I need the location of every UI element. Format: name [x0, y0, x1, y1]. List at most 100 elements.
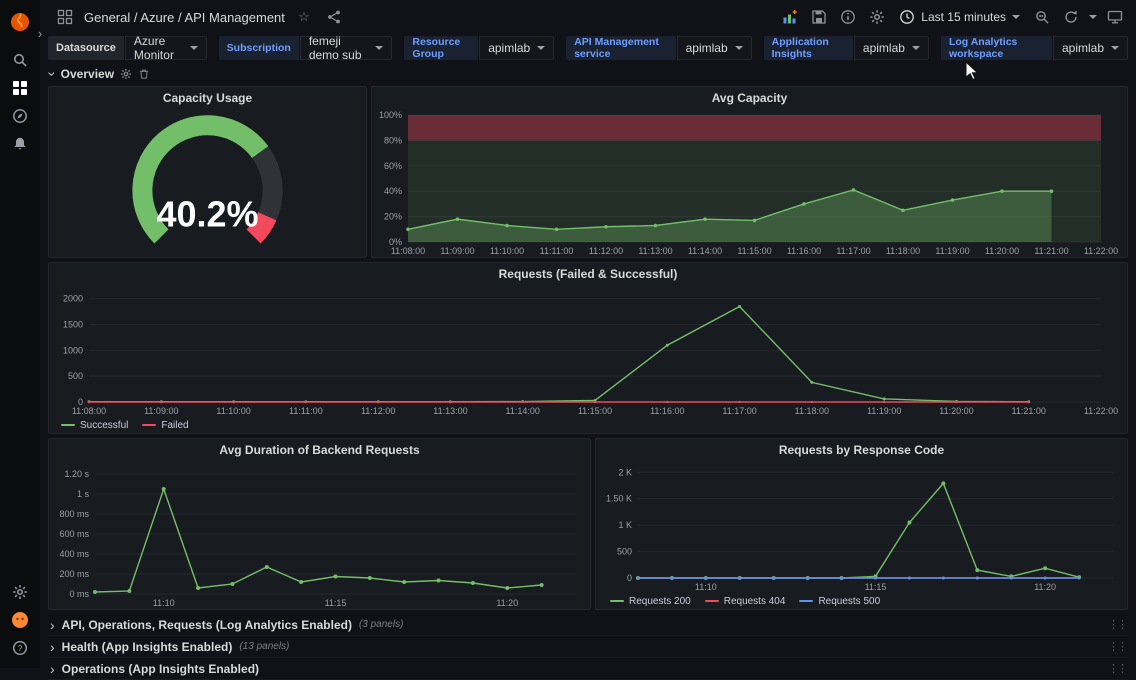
- chart-legend: Requests 200 Requests 404 Requests 500: [596, 593, 1127, 609]
- avg-duration-chart: 0 ms 200 ms 400 ms 600 ms 800 ms 1 s 1.20 s 11:…: [49, 461, 590, 609]
- settings-gear-icon[interactable]: [6, 578, 34, 606]
- breadcrumb[interactable]: General / Azure / API Management: [84, 9, 285, 25]
- svg-text:11:11:00: 11:11:00: [540, 246, 574, 256]
- legend-label: Requests 200: [629, 595, 691, 607]
- variable-select-datasource[interactable]: Azure Monitor: [124, 34, 207, 62]
- svg-text:2000: 2000: [63, 294, 83, 304]
- share-icon[interactable]: [323, 6, 345, 28]
- legend-label: Requests 500: [818, 595, 881, 607]
- explore-compass-icon[interactable]: [6, 102, 34, 130]
- svg-text:11:15:00: 11:15:00: [578, 406, 612, 416]
- sidebar-expand-chevron-icon[interactable]: ›: [37, 26, 43, 41]
- legend-item[interactable]: Successful: [61, 420, 128, 431]
- svg-text:1 K: 1 K: [618, 520, 632, 530]
- svg-text:11:22:00: 11:22:00: [1084, 246, 1118, 256]
- chevron-down-icon: [734, 46, 743, 50]
- svg-text:11:21:00: 11:21:00: [1012, 406, 1046, 416]
- profile-avatar[interactable]: [6, 606, 34, 634]
- time-range-label: Last 15 minutes: [921, 10, 1006, 24]
- svg-text:11:12:00: 11:12:00: [361, 406, 395, 416]
- svg-text:0 ms: 0 ms: [69, 589, 89, 599]
- svg-text:11:20:00: 11:20:00: [985, 246, 1019, 256]
- panel-title[interactable]: Avg Duration of Backend Requests: [219, 443, 420, 457]
- svg-text:11:17:00: 11:17:00: [722, 406, 756, 416]
- svg-text:60%: 60%: [384, 161, 402, 171]
- clock-icon: [900, 10, 915, 24]
- chevron-down-icon: [911, 46, 920, 50]
- dashboard-apps-icon: [54, 6, 76, 28]
- row-delete-trash-icon[interactable]: [138, 68, 150, 80]
- row-overview-header[interactable]: › Overview: [40, 62, 1136, 86]
- svg-text:11:16:00: 11:16:00: [787, 246, 821, 256]
- dashboards-icon[interactable]: [6, 74, 34, 102]
- grafana-logo-icon[interactable]: [6, 8, 34, 36]
- chevron-down-icon: [537, 46, 546, 50]
- panel-title[interactable]: Avg Capacity: [711, 91, 788, 105]
- help-icon[interactable]: ?: [6, 634, 34, 662]
- svg-text:11:08:00: 11:08:00: [72, 406, 106, 416]
- time-range-picker[interactable]: Last 15 minutes: [895, 9, 1024, 25]
- svg-text:1.20 s: 1.20 s: [64, 469, 89, 479]
- zoom-out-icon[interactable]: [1031, 6, 1053, 28]
- svg-text:?: ?: [18, 643, 23, 653]
- variable-select-log-analytics[interactable]: apimlab: [1052, 36, 1128, 60]
- panel-avg-capacity: Avg Capacity 0% 20% 40% 60% 80% 100% 11:08:00 1…: [371, 86, 1128, 258]
- svg-text:11:22:00: 11:22:00: [1084, 406, 1118, 416]
- svg-text:11:20: 11:20: [1034, 582, 1056, 592]
- legend-item[interactable]: Requests 404: [704, 596, 785, 607]
- panel-title[interactable]: Capacity Usage: [162, 91, 253, 105]
- variable-apim-service: API Management service apimlab: [566, 36, 752, 60]
- svg-text:40%: 40%: [384, 186, 402, 196]
- refresh-interval-caret-icon[interactable]: [1089, 15, 1097, 19]
- legend-item[interactable]: Failed: [142, 420, 189, 431]
- row-api-operations-requests[interactable]: › API, Operations, Requests (Log Analyti…: [48, 614, 1128, 636]
- svg-text:11:20: 11:20: [496, 598, 518, 608]
- svg-text:11:10:00: 11:10:00: [490, 246, 524, 256]
- variable-select-app-insights[interactable]: apimlab: [853, 36, 929, 60]
- variable-label: API Management service: [566, 36, 676, 60]
- variable-select-apim-service[interactable]: apimlab: [676, 36, 752, 60]
- drag-handle-icon[interactable]: ⋮⋮: [1108, 619, 1128, 631]
- svg-text:11:09:00: 11:09:00: [440, 246, 474, 256]
- panel-response-codes: Requests by Response Code 0 500 1 K 1.50 K 2…: [595, 438, 1128, 610]
- add-panel-icon[interactable]: [779, 6, 801, 28]
- drag-handle-icon[interactable]: ⋮⋮: [1108, 641, 1128, 653]
- refresh-icon[interactable]: [1060, 6, 1082, 28]
- row-operations[interactable]: › Operations (App Insights Enabled) ⋮⋮: [48, 658, 1128, 680]
- svg-text:0%: 0%: [389, 237, 402, 247]
- legend-swatch-icon: [142, 423, 157, 427]
- row-health[interactable]: › Health (App Insights Enabled) (13 pane…: [48, 636, 1128, 658]
- dashboard-insights-icon[interactable]: [837, 6, 859, 28]
- save-dashboard-icon[interactable]: [808, 6, 830, 28]
- legend-item[interactable]: Requests 200: [610, 596, 691, 607]
- svg-text:11:18:00: 11:18:00: [795, 406, 829, 416]
- star-icon[interactable]: ☆: [298, 9, 310, 24]
- variable-log-analytics: Log Analytics workspace apimlab: [940, 36, 1128, 60]
- drag-handle-icon[interactable]: ⋮⋮: [1108, 663, 1128, 675]
- search-icon[interactable]: [6, 46, 34, 74]
- response-codes-chart: 0 500 1 K 1.50 K 2 K 11:10 11:15 11:20: [596, 461, 1127, 593]
- dashboard-settings-gear-icon[interactable]: [866, 6, 888, 28]
- svg-text:11:15:00: 11:15:00: [737, 246, 771, 256]
- svg-text:11:10: 11:10: [153, 598, 175, 608]
- legend-item[interactable]: Requests 500: [799, 596, 880, 607]
- panel-title[interactable]: Requests (Failed & Successful): [498, 267, 678, 281]
- row-settings-gear-icon[interactable]: [120, 68, 132, 80]
- svg-text:0: 0: [627, 573, 632, 583]
- variable-resource-group: Resource Group apimlab: [404, 36, 555, 60]
- variable-label: Application Insights: [763, 36, 853, 60]
- panel-avg-duration: Avg Duration of Backend Requests 0 ms 200…: [48, 438, 591, 610]
- svg-text:80%: 80%: [384, 135, 402, 145]
- svg-text:200 ms: 200 ms: [59, 569, 89, 579]
- variable-select-resource-group[interactable]: apimlab: [479, 36, 555, 60]
- chevron-expanded-icon: ›: [44, 71, 61, 77]
- variable-label: Datasource: [48, 36, 124, 60]
- svg-text:600 ms: 600 ms: [59, 529, 89, 539]
- variable-select-subscription[interactable]: femeji demo sub: [299, 34, 393, 62]
- cycle-view-monitor-icon[interactable]: [1104, 6, 1126, 28]
- legend-swatch-icon: [704, 599, 719, 603]
- panel-title[interactable]: Requests by Response Code: [778, 443, 945, 457]
- alerting-bell-icon[interactable]: [6, 130, 34, 158]
- chevron-right-icon: ›: [50, 616, 55, 633]
- variable-label: Resource Group: [404, 36, 479, 60]
